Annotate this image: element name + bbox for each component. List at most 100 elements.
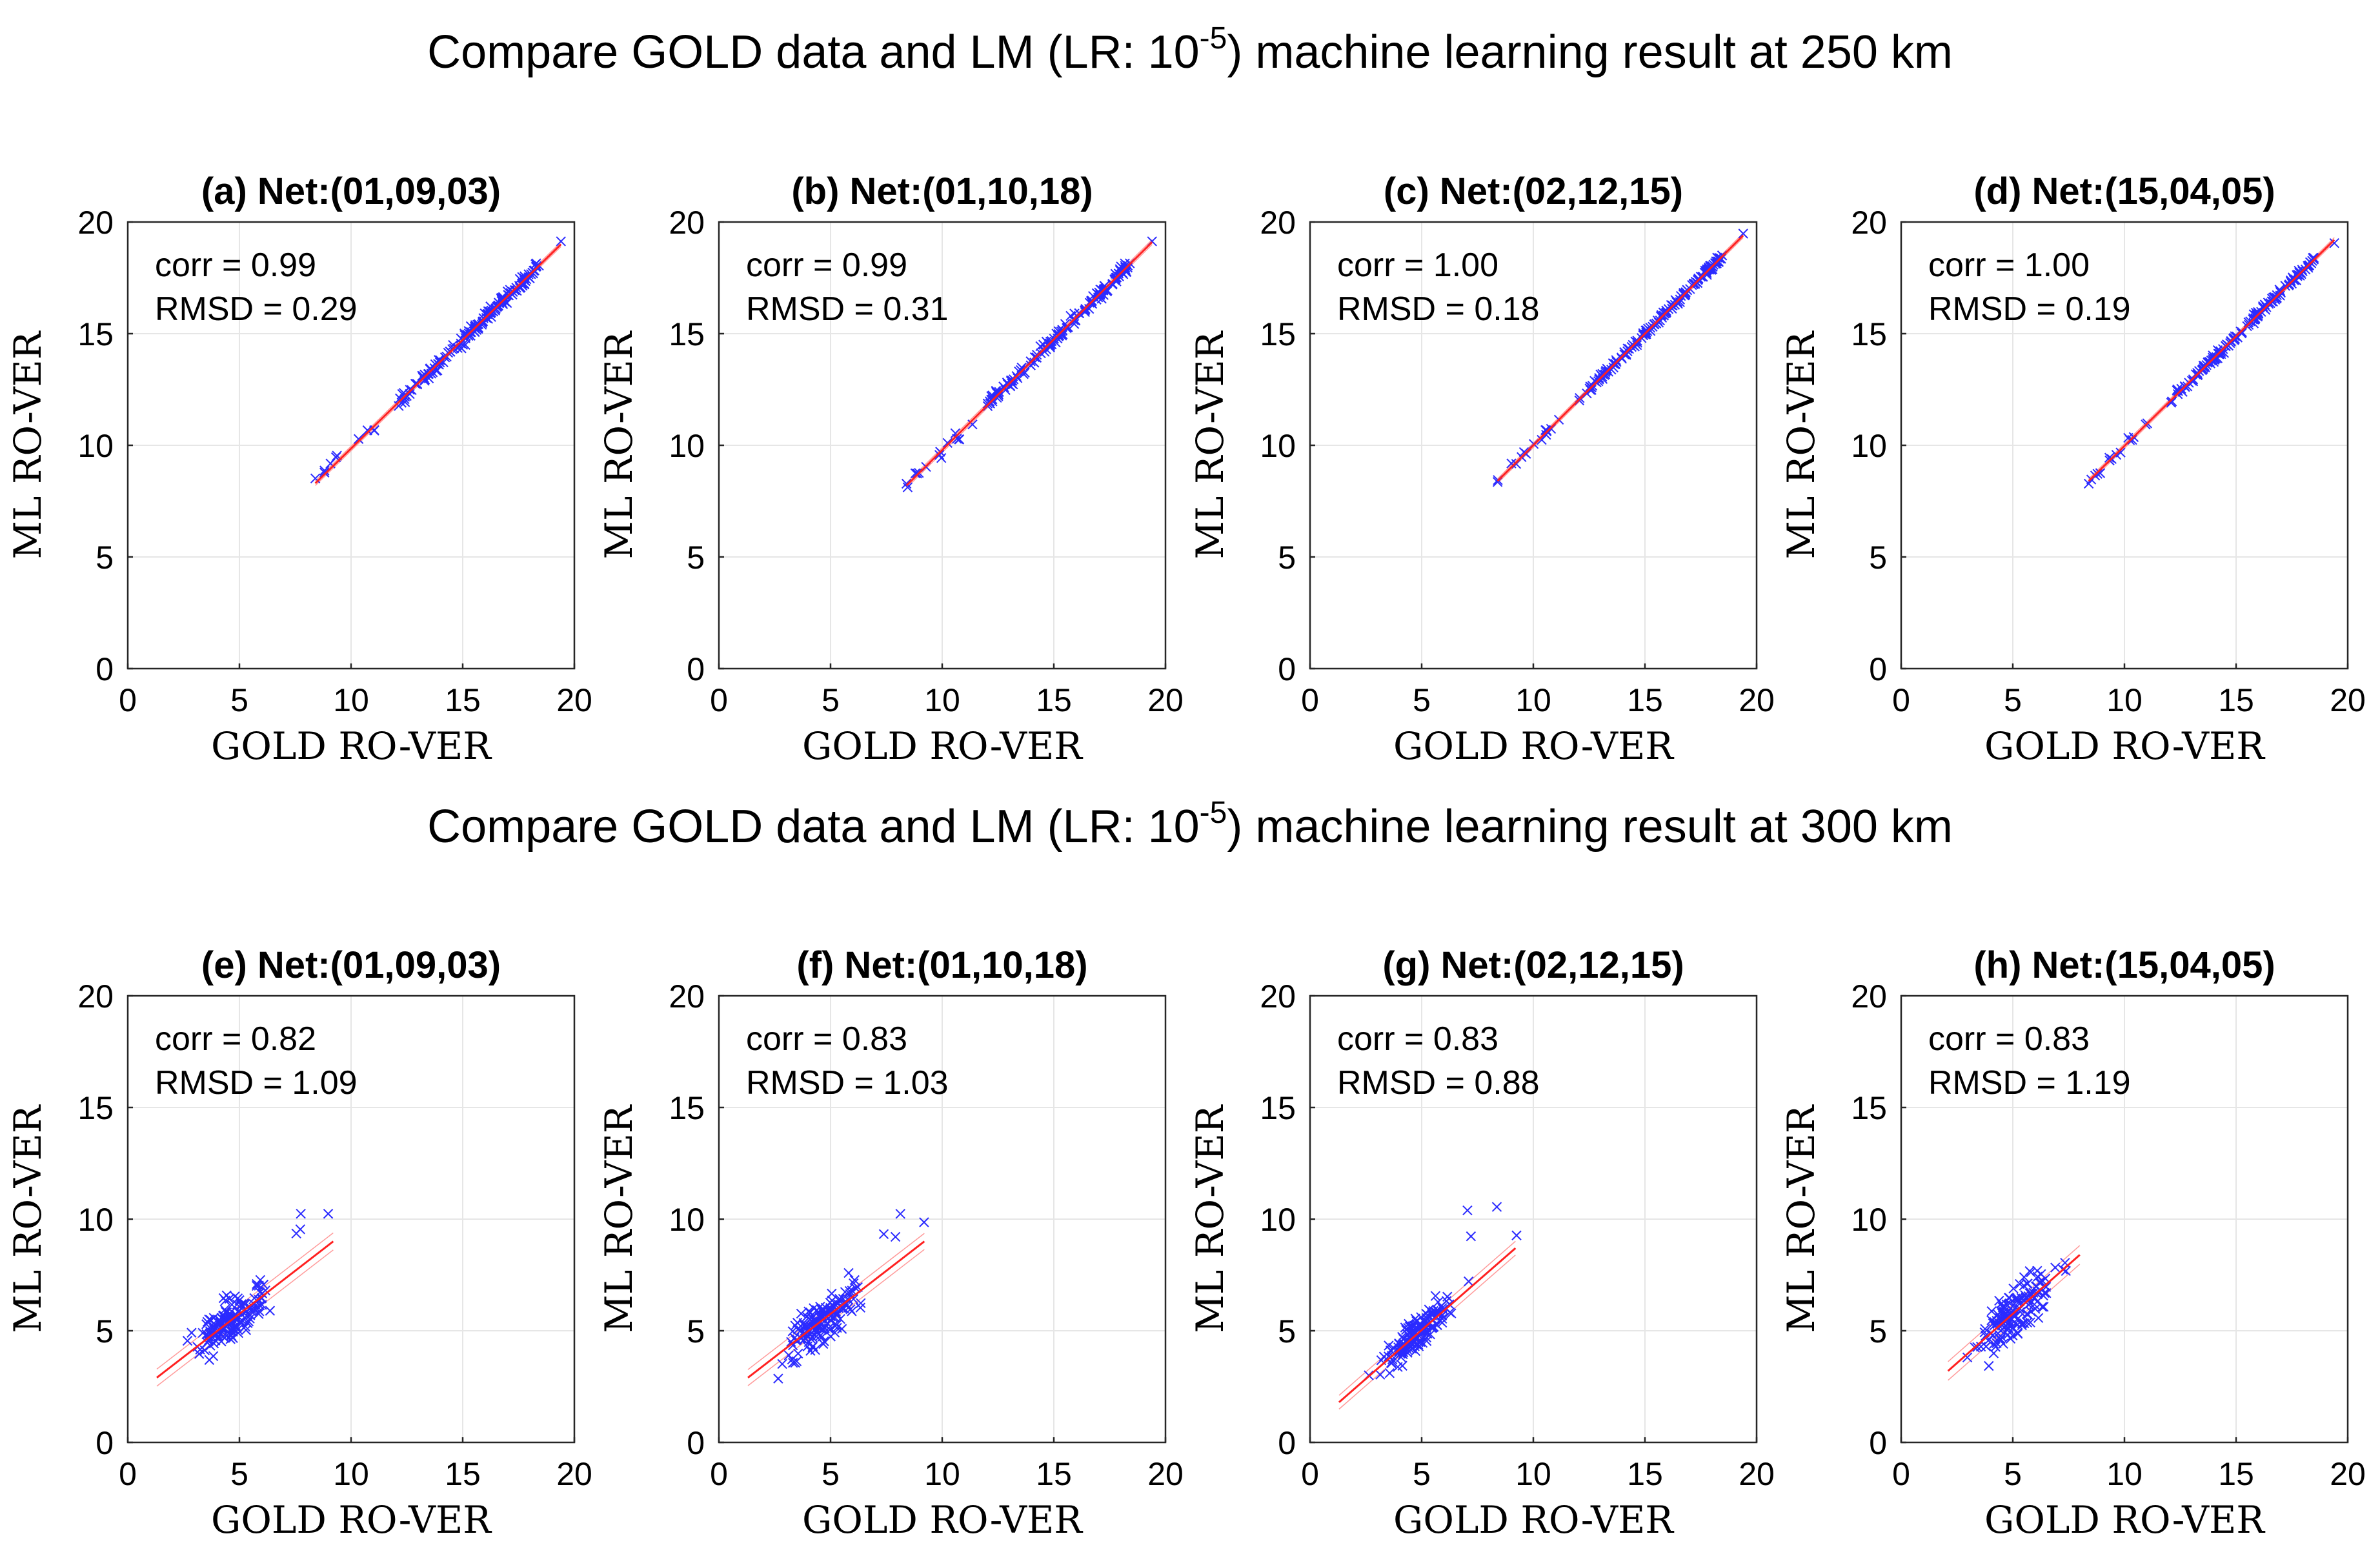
- scatter-point: [395, 393, 405, 403]
- rmsd-label: RMSD = 0.31: [746, 290, 949, 328]
- scatter-point: [816, 1304, 827, 1315]
- scatter-point: [2205, 358, 2215, 369]
- scatter-point: [369, 425, 379, 436]
- corr-label: corr = 1.00: [1928, 247, 2090, 284]
- scatter-point: [890, 1231, 901, 1242]
- subplot-h: 0 5 10 15 20 0 5 10 15 20 GOLD RO-VER ML RO-VER (h) …: [1779, 944, 2366, 1542]
- y-axis-label: ML RO-VER: [597, 330, 641, 559]
- tick-label-x: 10: [2106, 1456, 2143, 1492]
- scatter-point: [419, 374, 430, 385]
- scatter-point: [895, 1209, 905, 1219]
- tick-label-x: 15: [2218, 1456, 2254, 1492]
- scatter-point: [2012, 1293, 2023, 1304]
- scatter-point: [1608, 358, 1619, 369]
- scatter-point: [187, 1328, 197, 1338]
- tick-label-x: 5: [2004, 1456, 2022, 1492]
- scatter-point: [1433, 1306, 1444, 1317]
- scatter-point: [1997, 1332, 2007, 1342]
- scatter-point: [353, 434, 364, 444]
- scatter-point: [1711, 258, 1722, 269]
- scatter-point: [1992, 1315, 2002, 1326]
- tick-label-x: 0: [1892, 1456, 1910, 1492]
- tick-label-x: 15: [1036, 682, 1072, 718]
- subplot-g: 0 5 10 15 20 0 5 10 15 20 GOLD RO-VER ML RO-VER (g) …: [1188, 944, 1775, 1542]
- scatter-point: [2216, 349, 2226, 359]
- scatter-point: [232, 1306, 243, 1317]
- scatter-point: [787, 1326, 798, 1337]
- scatter-point: [856, 1298, 866, 1308]
- scatter-point: [1375, 1369, 1386, 1380]
- tick-label-y: 15: [669, 316, 705, 352]
- scatter-point: [2095, 468, 2106, 478]
- x-axis-label: GOLD RO-VER: [802, 1498, 1084, 1542]
- scatter-point: [815, 1301, 825, 1312]
- x-axis-label: GOLD RO-VER: [1393, 724, 1675, 768]
- scatter-point: [221, 1307, 232, 1318]
- scatter-point: [2329, 237, 2339, 248]
- scatter-point: [952, 434, 962, 444]
- scatter-point: [855, 1302, 866, 1313]
- confidence-band-lower: [747, 1249, 925, 1386]
- tick-label-y: 0: [687, 651, 705, 687]
- fit-line: [905, 241, 1153, 487]
- tick-label-x: 0: [119, 682, 137, 718]
- y-axis-label: ML RO-VER: [1188, 1104, 1232, 1333]
- scatter-point: [241, 1325, 252, 1335]
- fit-line: [747, 1240, 925, 1379]
- scatter-point: [239, 1298, 250, 1309]
- tick-label-y: 5: [96, 1313, 114, 1349]
- panel-title: (g) Net:(02,12,15): [1382, 944, 1684, 986]
- corr-label: corr = 1.00: [1337, 247, 1498, 284]
- tick-label-x: 5: [1413, 1456, 1431, 1492]
- scatter-point: [251, 1280, 262, 1291]
- scatter-point: [254, 1309, 264, 1319]
- scatter-point: [425, 363, 436, 374]
- panel-title: (e) Net:(01,09,03): [201, 944, 501, 986]
- scatter-point: [2037, 1302, 2048, 1312]
- scatter-point: [827, 1295, 837, 1306]
- tick-label-y: 20: [669, 205, 705, 241]
- scatter-point: [1383, 1351, 1394, 1362]
- fit-line: [314, 243, 562, 484]
- tick-label-y: 0: [96, 651, 114, 687]
- tick-label-y: 20: [77, 978, 114, 1015]
- scatter-point: [1986, 1306, 1997, 1317]
- scatter-point: [1466, 1231, 1477, 1242]
- scatter-point: [498, 298, 508, 308]
- scatter-point: [556, 236, 566, 247]
- y-axis-label: ML RO-VER: [1779, 1104, 1823, 1333]
- scatter-point: [902, 482, 913, 492]
- tick-label-y: 10: [669, 428, 705, 464]
- scatter-point: [2033, 1313, 2044, 1323]
- scatter-point: [234, 1306, 245, 1317]
- scatter-point: [1102, 285, 1113, 296]
- scatter-point: [1409, 1341, 1420, 1351]
- tick-label-y: 0: [687, 1425, 705, 1461]
- tick-label-x: 20: [2330, 682, 2366, 718]
- tick-label-x: 10: [924, 682, 960, 718]
- scatter-points: [1364, 1202, 1522, 1380]
- scatter-point: [225, 1330, 236, 1340]
- tick-label-x: 10: [333, 1456, 369, 1492]
- scatter-point: [1990, 1342, 2001, 1352]
- scatter-point: [2041, 1282, 2052, 1292]
- corr-label: corr = 0.99: [746, 247, 907, 284]
- scatter-point: [783, 1350, 794, 1360]
- x-axis-label: GOLD RO-VER: [211, 724, 492, 768]
- scatter-point: [807, 1332, 818, 1343]
- scatter-point: [254, 1280, 264, 1291]
- tick-label-y: 5: [1869, 1313, 1887, 1349]
- scatter-point: [950, 428, 961, 439]
- scatter-point: [405, 389, 415, 399]
- tick-label-x: 20: [1147, 682, 1184, 718]
- scatter-point: [835, 1313, 845, 1324]
- tick-label-x: 15: [2218, 682, 2254, 718]
- scatter-point: [1408, 1328, 1419, 1339]
- scatter-point: [2004, 1293, 2015, 1303]
- panel-title: (a) Net:(01,09,03): [201, 170, 501, 212]
- tick-label-y: 5: [687, 1313, 705, 1349]
- x-axis-label: GOLD RO-VER: [1984, 724, 2266, 768]
- scatter-point: [2172, 385, 2182, 396]
- scatter-point: [438, 357, 449, 368]
